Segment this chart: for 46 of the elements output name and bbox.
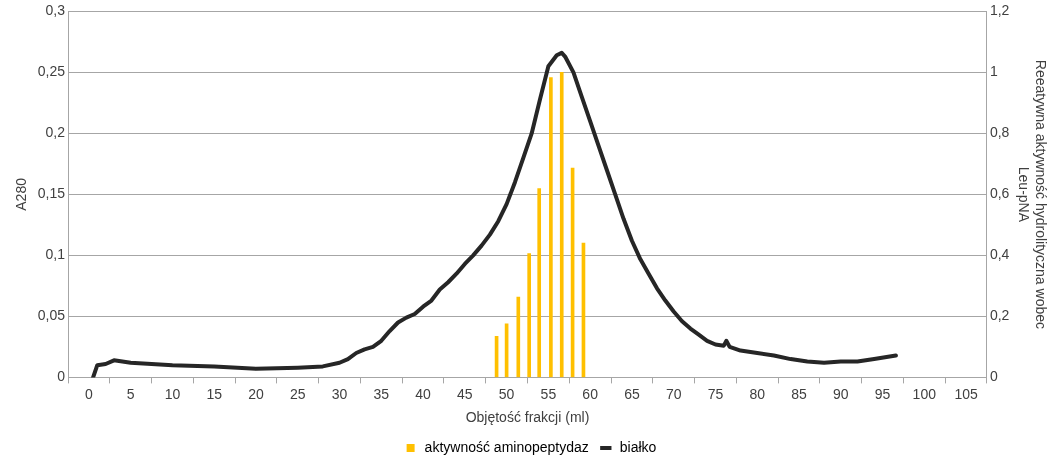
x-tick-label: 15 (206, 385, 223, 402)
x-tick-label: 50 (498, 385, 515, 402)
x-axis-title: Objętość frakcji (ml) (465, 409, 590, 426)
legend-label: białko (619, 438, 657, 455)
x-tick-label: 100 (912, 385, 937, 402)
bar (537, 188, 542, 378)
y-tick-label: 0,15 (37, 185, 66, 202)
bar (549, 77, 553, 378)
y2-tick-label: 0 (989, 368, 998, 385)
x-tick-label: 90 (832, 385, 849, 402)
x-tick-label: 80 (749, 385, 766, 402)
x-tick-label: 45 (457, 385, 473, 402)
x-tick-label: 40 (415, 385, 432, 402)
x-tick-label: 5 (126, 385, 135, 402)
y2-tick-label: 0,6 (989, 185, 1010, 202)
y2-tick-label: 1 (989, 63, 998, 80)
bar (516, 296, 521, 378)
x-tick-label: 10 (164, 385, 181, 402)
x-tick-label: 20 (248, 385, 264, 402)
y2-axis-title: Reeatywna aktywność hydrolityczna wobec Leu-pNA (1015, 59, 1049, 330)
y-tick-label: 0,05 (37, 307, 66, 324)
x-tick-label: 85 (791, 385, 807, 402)
x-tick-label: 0 (85, 385, 94, 402)
y2-tick-label: 0,4 (989, 246, 1010, 263)
y-tick-label: 0 (57, 368, 66, 385)
bar (559, 72, 564, 378)
x-tick-label: 25 (289, 385, 306, 402)
x-tick-label: 35 (373, 385, 390, 402)
y-tick-label: 0,3 (45, 2, 66, 19)
x-tick-label: 55 (540, 385, 557, 402)
y-axis-title: A280 (13, 177, 30, 211)
y-tick-label: 0,1 (45, 246, 66, 263)
y-tick-label: 0,2 (45, 124, 66, 141)
x-tick-label: 65 (624, 385, 640, 402)
x-tick-label: 95 (874, 385, 891, 402)
legend-label: aktywność aminopeptydaz (424, 438, 589, 455)
x-tick-label: 70 (665, 385, 682, 402)
x-tick-label: 105 (954, 385, 978, 402)
x-tick-label: 30 (331, 385, 348, 402)
bar (527, 253, 531, 378)
x-tick-label: 60 (582, 385, 599, 402)
y2-tick-label: 0,2 (989, 307, 1010, 324)
y-tick-label: 0,25 (37, 63, 66, 80)
y2-tick-label: 1,2 (989, 2, 1010, 19)
x-tick-label: 75 (707, 385, 724, 402)
y2-tick-label: 0,8 (989, 124, 1010, 141)
